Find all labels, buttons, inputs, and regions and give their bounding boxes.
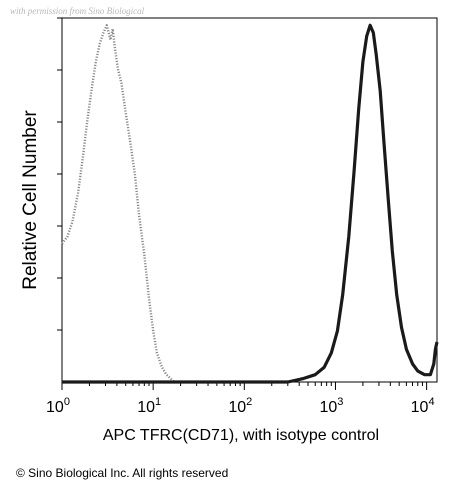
isotype-control-line: [61, 24, 181, 384]
x-tick-labels: 100 101 102 103 104: [46, 396, 435, 416]
x-tick-label: 104: [411, 396, 435, 416]
copyright-notice: © Sino Biological Inc. All rights reserv…: [16, 466, 229, 480]
x-tick-label: 101: [137, 396, 161, 416]
tfrc-line: [62, 23, 439, 384]
x-tick-label: 100: [46, 396, 70, 416]
x-axis-label: APC TFRC(CD71), with isotype control: [103, 427, 379, 444]
histogram-series: [61, 23, 439, 384]
x-tick-label: 102: [228, 396, 252, 416]
y-axis-label: Relative Cell Number: [20, 110, 41, 290]
y-ticks: [57, 17, 62, 331]
x-tick-label: 103: [319, 396, 343, 416]
watermark-text: with permission from Sino Biological: [10, 6, 145, 16]
